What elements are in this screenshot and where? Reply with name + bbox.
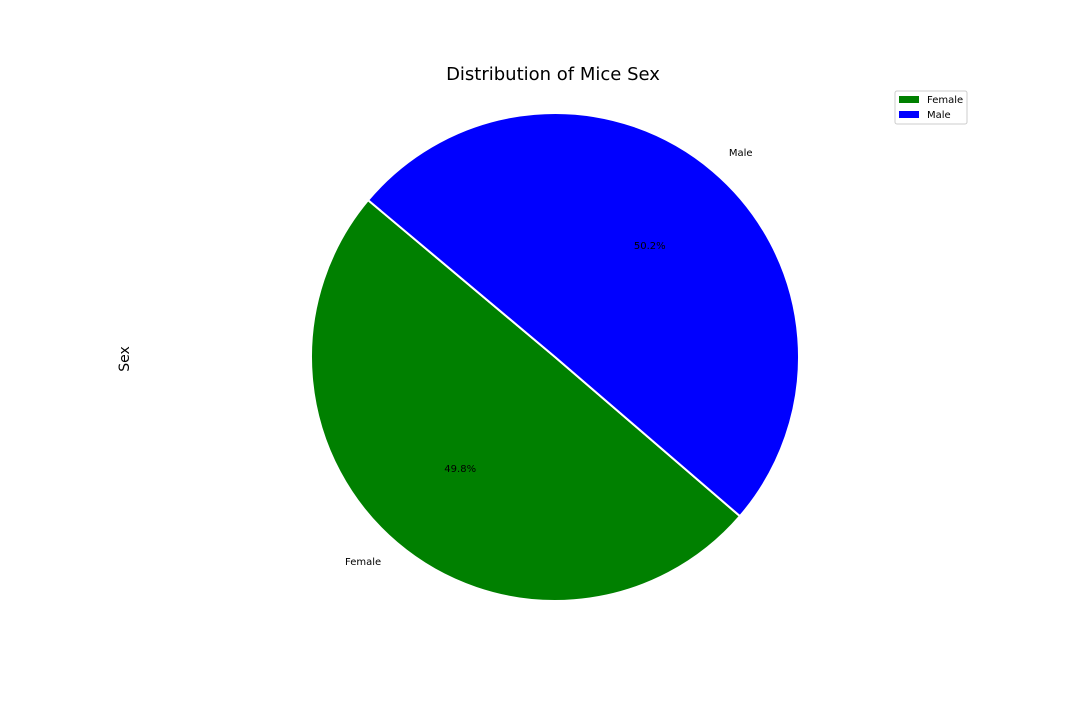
pie-slice-male	[366, 112, 800, 518]
legend-swatch-female	[899, 96, 919, 103]
legend: Female Male	[894, 90, 968, 125]
percent-label-female: 49.8%	[444, 464, 476, 475]
chart-title: Distribution of Mice Sex	[446, 64, 660, 85]
legend-label-male: Male	[927, 110, 951, 121]
pie-slice-female	[310, 198, 742, 602]
slice-label-female: Female	[345, 557, 381, 568]
pie-labels: Female 49.8% Male 50.2%	[345, 148, 752, 568]
pie-slices	[310, 112, 800, 602]
slice-label-male: Male	[729, 148, 753, 159]
percent-label-male: 50.2%	[634, 241, 666, 252]
legend-label-female: Female	[927, 95, 963, 106]
y-axis-label: Sex	[117, 346, 133, 372]
legend-swatch-male	[899, 111, 919, 118]
